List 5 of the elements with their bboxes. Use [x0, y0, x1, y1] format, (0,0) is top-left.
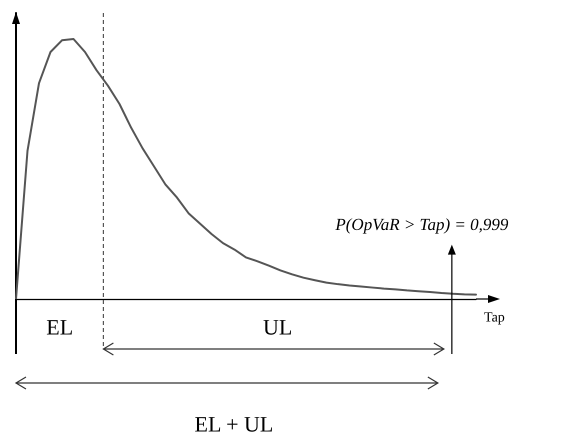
x-axis-title: Tap: [484, 310, 505, 326]
text: EL + UL: [194, 412, 274, 436]
annotation: P(OpVaR > Tap) = 0,999: [334, 215, 509, 234]
text: EL: [46, 314, 74, 340]
text: UL: [262, 314, 292, 340]
